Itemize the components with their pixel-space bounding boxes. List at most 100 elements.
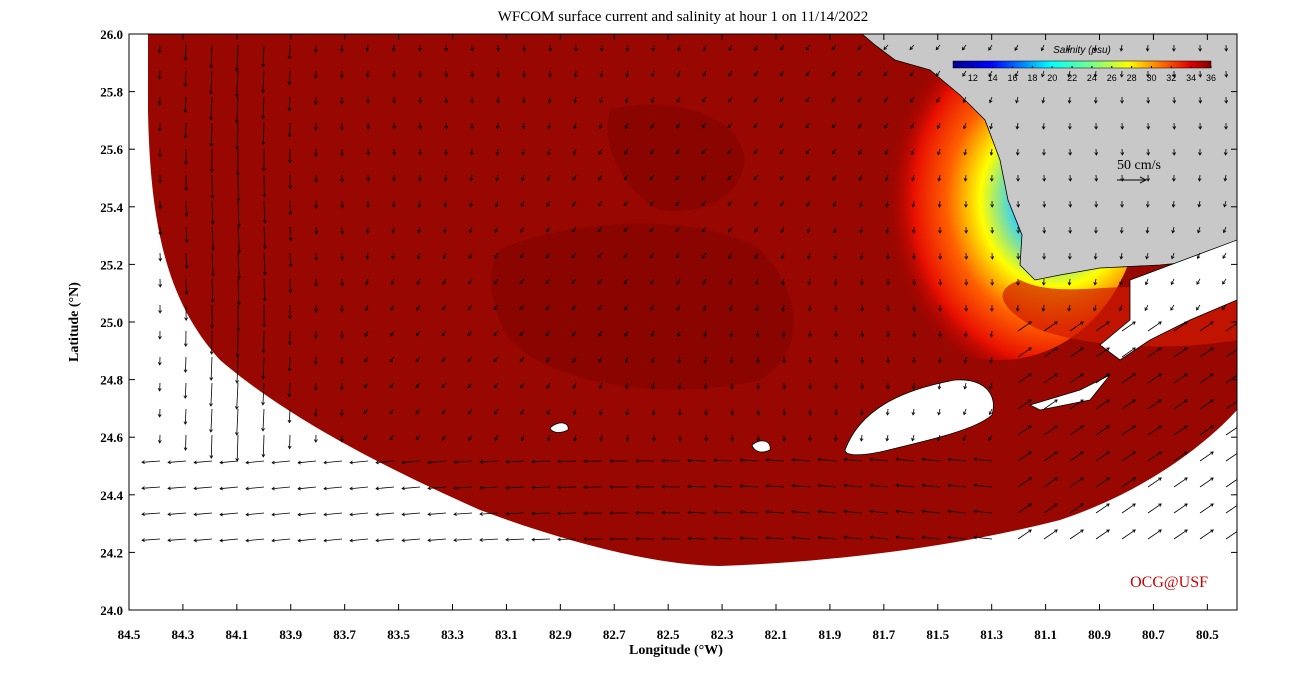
current-arrow (1018, 530, 1031, 539)
colorbar-tick-label: 28 (1127, 73, 1137, 83)
x-tick-label: 83.9 (279, 627, 302, 642)
current-arrow (350, 487, 368, 489)
x-tick-label: 82.5 (657, 627, 680, 642)
colorbar-tick-label: 22 (1067, 73, 1077, 83)
colorbar-tick-label: 12 (968, 73, 978, 83)
current-arrow (220, 461, 238, 463)
colorbar (953, 61, 1211, 68)
current-arrow (211, 383, 212, 406)
current-arrow (454, 513, 472, 514)
current-arrow (272, 539, 290, 541)
x-tick-label: 82.7 (603, 627, 626, 642)
current-arrow (246, 513, 264, 515)
current-arrow (324, 461, 342, 463)
current-arrow (454, 539, 472, 540)
current-arrow (194, 487, 212, 489)
title: WFCOM surface current and salinity at ho… (498, 9, 869, 25)
current-arrow (428, 539, 446, 540)
y-tick-label: 25.8 (100, 85, 123, 100)
current-arrow (1200, 452, 1213, 461)
current-arrow (428, 513, 446, 514)
current-arrow (142, 539, 160, 540)
y-tick-label: 25.6 (100, 142, 123, 157)
current-arrow (211, 435, 212, 458)
current-arrow (324, 513, 342, 515)
y-tick-label: 25.4 (100, 200, 123, 215)
current-arrow (272, 487, 290, 489)
current-arrow (1174, 478, 1187, 487)
current-arrow (263, 435, 264, 457)
current-arrow (324, 487, 342, 489)
current-arrow (298, 539, 316, 541)
map-area (142, 34, 1239, 566)
y-tick-label: 25.0 (100, 315, 123, 330)
current-arrow (298, 487, 316, 489)
current-arrow (506, 539, 524, 540)
current-arrow (263, 409, 264, 431)
current-arrow (532, 539, 550, 540)
current-arrow (246, 539, 264, 541)
x-tick-label: 81.3 (980, 627, 1003, 642)
current-arrow (289, 45, 290, 59)
colorbar-tick-label: 30 (1146, 73, 1156, 83)
current-arrow (142, 513, 160, 514)
colorbar-tick-label: 20 (1047, 73, 1057, 83)
current-arrow (220, 513, 238, 515)
colorbar-tick-label: 36 (1206, 73, 1216, 83)
colorbar-tick-label: 14 (988, 73, 998, 83)
current-arrow (324, 539, 342, 541)
credit: OCG@USF (1130, 574, 1208, 591)
current-arrow (185, 435, 186, 450)
x-tick-label: 84.5 (118, 627, 141, 642)
colorbar-tick-label: 18 (1027, 73, 1037, 83)
current-arrow (1148, 530, 1161, 539)
y-tick-label: 26.0 (100, 27, 123, 42)
colorbar-tick-label: 32 (1166, 73, 1176, 83)
current-arrow (1044, 530, 1057, 539)
current-arrow (237, 409, 238, 435)
x-tick-label: 81.7 (872, 627, 895, 642)
current-arrow (350, 513, 368, 515)
current-arrow (376, 487, 394, 489)
current-arrow (1122, 530, 1135, 539)
current-arrow (185, 409, 186, 424)
y-tick-label: 24.0 (100, 603, 123, 618)
current-arrow (185, 383, 186, 398)
y-tick-label: 24.6 (100, 430, 123, 445)
current-arrow (185, 357, 186, 372)
x-tick-label: 83.7 (333, 627, 356, 642)
colorbar-tick-label: 16 (1008, 73, 1018, 83)
current-arrow (1148, 478, 1161, 487)
current-arrow (350, 461, 368, 463)
x-tick-label: 82.1 (765, 627, 788, 642)
x-tick-label: 82.9 (549, 627, 572, 642)
current-arrow (194, 513, 212, 515)
y-tick-label: 24.8 (100, 373, 123, 388)
current-arrow (1122, 504, 1135, 513)
current-arrow (1200, 504, 1213, 513)
x-tick-label: 82.3 (711, 627, 734, 642)
current-arrow (142, 487, 160, 488)
current-arrow (220, 539, 238, 541)
colorbar-tick-label: 26 (1107, 73, 1117, 83)
x-tick-label: 83.1 (495, 627, 518, 642)
current-arrow (402, 513, 420, 515)
current-arrow (350, 539, 368, 541)
current-arrow (1200, 530, 1213, 539)
colorbar-tick-label: 24 (1087, 73, 1097, 83)
y-tick-label: 25.2 (100, 257, 123, 272)
current-arrow (237, 383, 238, 409)
x-tick-label: 84.3 (172, 627, 195, 642)
current-arrow (1174, 504, 1187, 513)
current-arrow (289, 357, 290, 371)
current-arrow (376, 513, 394, 515)
colorbar-tick-label: 34 (1186, 73, 1196, 83)
x-tick-label: 81.1 (1034, 627, 1057, 642)
current-arrow (298, 461, 316, 463)
y-axis-label: Latitude (°N) (67, 282, 82, 362)
current-arrow (290, 201, 291, 215)
current-arrow (272, 513, 290, 515)
current-arrow (237, 435, 238, 461)
y-tick-label: 24.4 (100, 488, 123, 503)
